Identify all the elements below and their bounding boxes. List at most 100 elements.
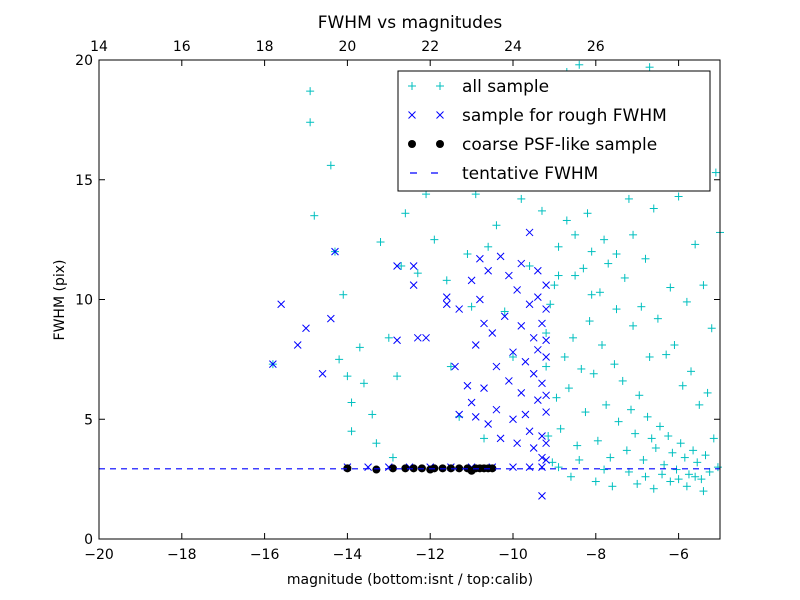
data-point — [339, 290, 348, 299]
data-point — [577, 364, 586, 373]
data-point — [600, 235, 609, 244]
data-point — [542, 336, 550, 345]
data-point — [480, 434, 489, 443]
data-point — [674, 475, 683, 484]
data-point — [655, 422, 664, 431]
data-point — [587, 247, 596, 256]
data-point — [649, 484, 658, 493]
data-point — [699, 487, 708, 496]
data-point — [480, 319, 488, 328]
data-point — [544, 432, 553, 441]
series-psf-like — [343, 464, 497, 475]
data-point — [653, 314, 662, 323]
data-point — [595, 288, 604, 297]
data-point — [676, 439, 685, 448]
data-point — [542, 456, 550, 464]
legend-label: coarse PSF-like sample — [462, 135, 657, 155]
data-point — [556, 424, 565, 433]
data-point — [393, 372, 402, 381]
data-point — [397, 261, 406, 270]
data-point — [335, 355, 344, 364]
data-point — [529, 333, 538, 342]
data-point — [517, 321, 526, 330]
data-point — [637, 302, 646, 311]
legend-swatch — [436, 82, 444, 90]
data-point — [492, 362, 501, 371]
data-point — [658, 470, 667, 479]
data-point — [331, 247, 339, 256]
legend-swatch — [436, 140, 444, 148]
y-axis-label: FWHM (pix) — [52, 260, 68, 341]
data-point — [651, 443, 660, 452]
x-axis-bottom: −20 −18 −16 −14 −12 −10 −8 −6 — [84, 60, 689, 563]
data-point — [413, 333, 422, 342]
data-point — [647, 434, 656, 443]
x-tick-label: −16 — [250, 547, 280, 563]
data-point — [598, 341, 607, 350]
data-point — [409, 281, 418, 289]
data-point — [585, 317, 594, 326]
data-point — [703, 388, 712, 397]
legend-swatch — [436, 111, 444, 119]
data-point — [409, 464, 418, 473]
data-point — [635, 391, 644, 400]
x-axis-label: magnitude (bottom:isnt / top:calib) — [287, 572, 533, 588]
data-point — [446, 362, 455, 371]
data-point — [678, 381, 687, 390]
data-point — [552, 393, 561, 402]
data-point — [538, 432, 546, 440]
data-point — [697, 475, 706, 484]
data-point — [591, 477, 600, 486]
data-point — [554, 463, 563, 472]
legend-swatch — [408, 82, 416, 90]
data-point — [668, 448, 677, 457]
data-point — [542, 353, 550, 361]
data-point — [455, 410, 464, 419]
data-point — [538, 492, 546, 500]
data-point — [509, 352, 517, 361]
data-point — [533, 266, 542, 275]
data-point — [589, 369, 598, 378]
data-point — [546, 300, 555, 309]
data-point — [509, 463, 517, 472]
data-point — [575, 60, 584, 69]
data-point — [509, 415, 517, 424]
data-point — [492, 405, 501, 414]
data-point — [564, 384, 573, 393]
data-point — [542, 391, 550, 400]
data-point — [554, 242, 563, 251]
data-point — [571, 271, 580, 280]
data-point — [347, 427, 356, 436]
legend: all sample sample for rough FWHM coarse PS… — [397, 70, 711, 192]
y-tick-label: 15 — [75, 173, 93, 189]
data-point — [376, 238, 385, 247]
data-point — [699, 281, 708, 290]
data-point — [631, 429, 640, 438]
y-tick-label: 20 — [75, 53, 93, 69]
data-point — [542, 329, 551, 338]
data-point — [355, 343, 364, 352]
data-point — [310, 211, 319, 220]
x-tick-label: −14 — [333, 547, 363, 563]
data-point — [689, 446, 698, 455]
data-point — [641, 472, 650, 481]
data-point — [413, 269, 422, 278]
data-point — [525, 261, 534, 270]
data-point — [430, 235, 439, 244]
data-point — [573, 441, 582, 450]
data-point — [372, 439, 381, 448]
data-point — [409, 262, 418, 270]
data-point — [684, 470, 693, 479]
legend-label: sample for rough FWHM — [462, 106, 667, 126]
data-point — [542, 305, 550, 313]
data-point — [587, 290, 596, 299]
top-tick-label: 20 — [338, 39, 356, 55]
data-point — [711, 168, 720, 177]
data-point — [517, 259, 526, 268]
data-point — [560, 352, 569, 361]
data-point — [533, 396, 542, 404]
data-point — [509, 348, 517, 357]
data-point — [372, 465, 381, 474]
data-point — [645, 63, 654, 72]
